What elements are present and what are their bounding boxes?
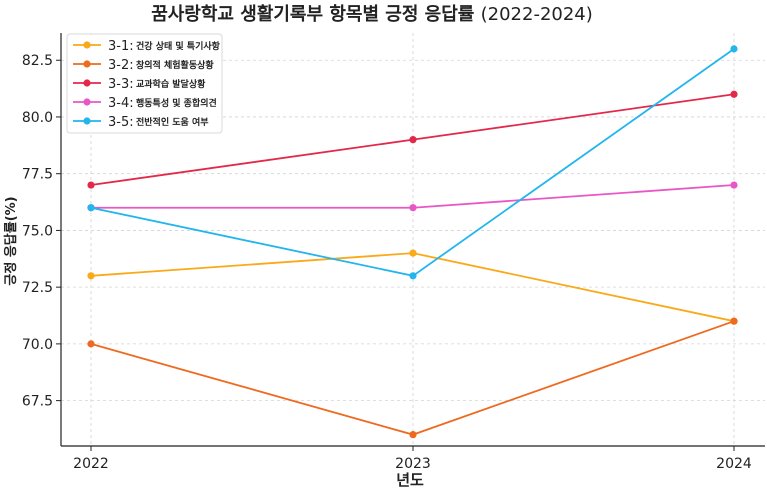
series-3 (87, 90, 738, 189)
series-line (90, 320, 735, 436)
y-tick-label: 82.5 (22, 53, 53, 69)
y-tick-label: 75.0 (22, 223, 53, 239)
legend-swatch-marker (83, 60, 91, 68)
legend-item: 3-3: 교과학습 발달상황 (73, 77, 206, 92)
x-tick-label: 2023 (395, 456, 431, 472)
legend-item: 3-4: 행동특성 및 종합의견 (73, 96, 217, 111)
y-tick-label: 77.5 (22, 167, 53, 183)
series-layer (87, 45, 738, 439)
chart-title: 꿈사랑학교 생활기록부 항목별 긍정 응답률 (2022-2024) (151, 3, 593, 25)
x-tick-label: 2024 (716, 456, 752, 472)
data-point (409, 249, 417, 257)
series-5 (87, 45, 738, 280)
legend-item: 3-2: 창의적 체험활동상황 (73, 58, 214, 73)
data-point (409, 204, 417, 212)
legend-code: 3-1: (108, 39, 134, 54)
data-point (730, 317, 738, 325)
y-tick-label: 67.5 (22, 394, 53, 410)
x-axis-label: 년도 (396, 471, 424, 489)
legend-code: 3-2: (108, 58, 134, 73)
y-tick-label: 80.0 (22, 110, 53, 126)
legend-code: 3-5: (108, 115, 134, 130)
legend-label: 창의적 체험활동상황 (136, 59, 214, 71)
legend-box (66, 33, 223, 134)
data-point (730, 181, 738, 189)
series-4 (87, 181, 738, 212)
legend-label: 교과학습 발달상황 (136, 78, 206, 90)
data-point (730, 45, 738, 53)
legend-label: 건강 상태 및 특기사항 (136, 40, 221, 52)
data-point (87, 204, 95, 212)
legend-code: 3-4: (108, 96, 134, 111)
legend-swatch-marker (83, 41, 91, 49)
legend-swatch-marker (83, 79, 91, 87)
data-point (87, 272, 95, 280)
axes: 2022 2023 2024 67.5 70.0 72.5 75.0 77.5 80.0 82.5 (22, 33, 765, 472)
data-point (409, 272, 417, 280)
legend-label: 행동특성 및 종합의견 (136, 97, 217, 109)
y-tick-label: 70.0 (22, 337, 53, 353)
legend-swatch-marker (83, 98, 91, 106)
data-point (87, 340, 95, 348)
series-2 (87, 317, 738, 439)
data-point (409, 431, 417, 439)
legend-label: 전반적인 도움 여부 (136, 116, 209, 128)
legend-code: 3-3: (108, 77, 134, 92)
chart-title-text: 꿈사랑학교 생활기록부 항목별 긍정 응답률 (151, 3, 474, 25)
data-point (87, 181, 95, 189)
y-axis-label: 긍정 응답률(%) (3, 196, 19, 285)
data-point (730, 90, 738, 98)
data-point (409, 136, 417, 144)
x-tick-label: 2022 (73, 456, 109, 472)
series-1 (87, 249, 738, 325)
y-tick-label: 72.5 (22, 280, 53, 296)
legend-item: 3-1: 건강 상태 및 특기사항 (73, 39, 221, 54)
legend-item: 3-5: 전반적인 도움 여부 (73, 115, 209, 130)
chart-title-suffix: (2022-2024) (481, 4, 593, 25)
legend-swatch-marker (83, 117, 91, 125)
